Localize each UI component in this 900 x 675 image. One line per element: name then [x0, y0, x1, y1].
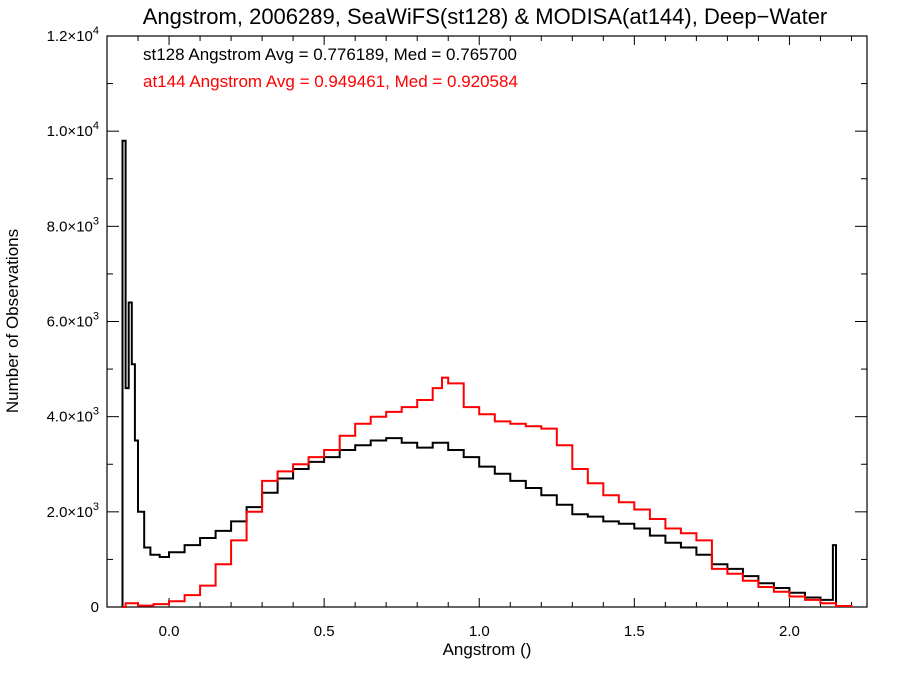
y-tick-mantissa: 6.0×10 [47, 314, 93, 331]
x-tick-label: 1.5 [624, 623, 645, 640]
y-axis-ticks: 02.0×1034.0×1036.0×1038.0×1031.0×1041.2×… [47, 25, 867, 616]
y-tick-label: 0 [91, 599, 99, 616]
x-axis-ticks: 0.0 0.5 1.0 1.5 2.0 [106, 36, 852, 640]
y-tick-exponent: 3 [93, 501, 99, 513]
y-tick-exponent: 4 [93, 120, 99, 132]
x-tick-label: 1.0 [469, 623, 490, 640]
series-line-at144 [122, 376, 853, 608]
y-tick-label: 1.0×104 [47, 120, 99, 140]
annotations: st128 Angstrom Avg = 0.776189, Med = 0.7… [143, 45, 518, 91]
y-tick-exponent: 3 [93, 406, 99, 418]
series-line-st128 [121, 139, 837, 607]
x-tick-label: 0.5 [314, 623, 335, 640]
y-tick-mantissa: 1.2×10 [47, 28, 93, 45]
y-tick-exponent: 3 [93, 215, 99, 227]
y-axis-label: Number of Observations [3, 229, 22, 413]
y-tick-mantissa: 0 [91, 599, 99, 616]
series-layer [121, 139, 853, 608]
x-axis-label: Angstrom () [443, 640, 532, 659]
x-tick-label: 0.0 [159, 623, 180, 640]
y-tick-mantissa: 4.0×10 [47, 409, 93, 426]
stats-annotation: at144 Angstrom Avg = 0.949461, Med = 0.9… [143, 72, 518, 91]
y-tick-exponent: 3 [93, 311, 99, 323]
y-tick-exponent: 4 [93, 25, 99, 37]
plot-frame [106, 35, 868, 608]
y-tick-label: 8.0×103 [47, 215, 99, 235]
y-tick-mantissa: 1.0×10 [47, 123, 93, 140]
y-tick-label: 6.0×103 [47, 311, 99, 331]
chart-title: Angstrom, 2006289, SeaWiFS(st128) & MODI… [143, 4, 828, 29]
y-tick-label: 2.0×103 [47, 501, 99, 521]
x-tick-label: 2.0 [779, 623, 800, 640]
y-tick-mantissa: 2.0×10 [47, 504, 93, 521]
stats-annotation: st128 Angstrom Avg = 0.776189, Med = 0.7… [143, 45, 517, 64]
y-tick-label: 4.0×103 [47, 406, 99, 426]
y-tick-mantissa: 8.0×10 [47, 218, 93, 235]
y-tick-label: 1.2×104 [47, 25, 99, 45]
